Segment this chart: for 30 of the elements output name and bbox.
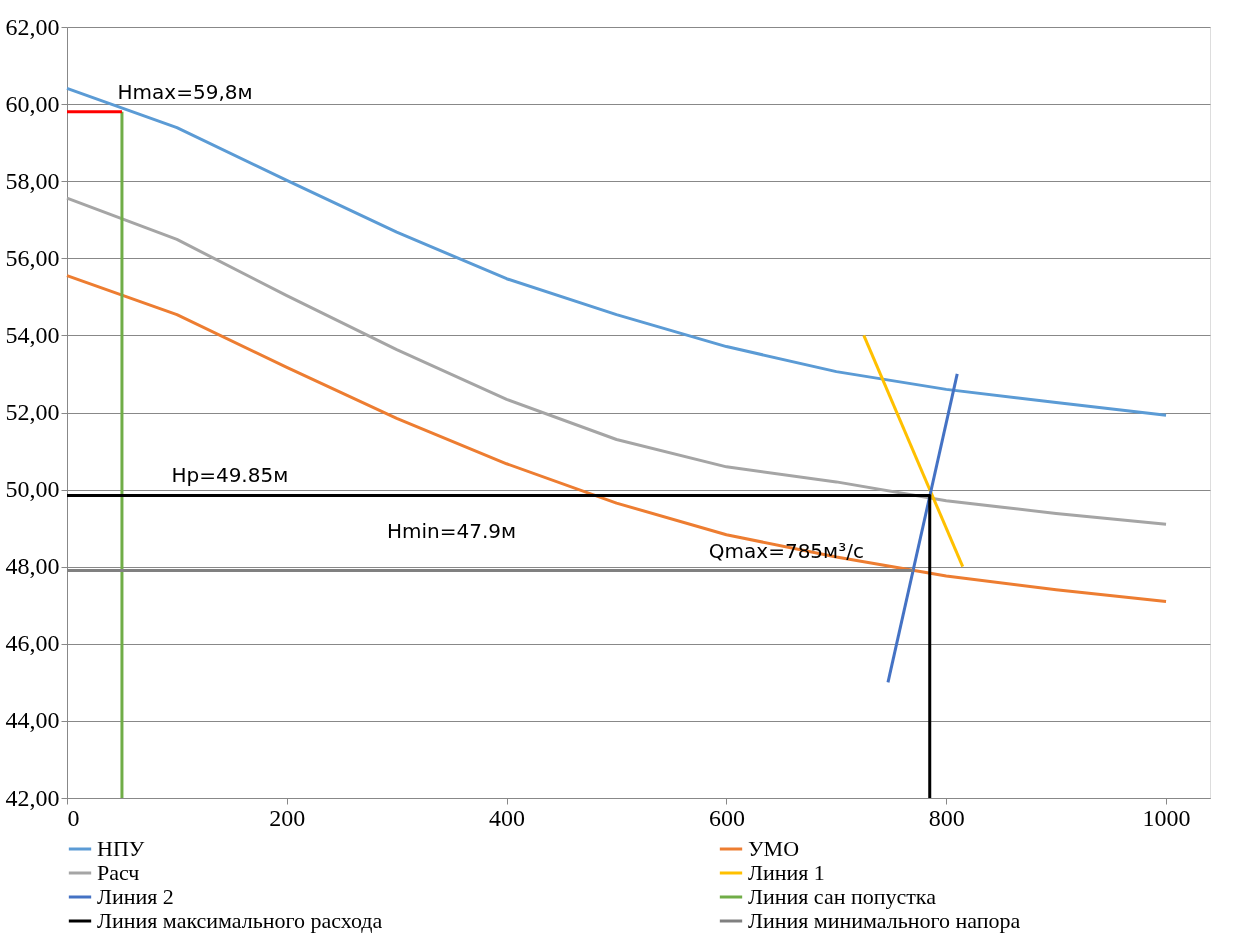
y-tick-label: 60,00: [5, 90, 60, 117]
x-tick-label: 0: [67, 804, 80, 831]
x-tick-label: 200: [269, 804, 306, 831]
legend-label: Расч: [97, 860, 140, 885]
legend-label: Линия 1: [748, 860, 825, 885]
y-tick-label: 50,00: [5, 476, 60, 503]
y-tick-label: 52,00: [5, 399, 60, 425]
legend-label: НПУ: [97, 836, 145, 861]
line-series: [65, 86, 1168, 417]
x-tick-label: 800: [928, 804, 965, 831]
legend-label: УМО: [748, 836, 800, 861]
legend-label: Линия минимального напора: [748, 908, 1021, 933]
y-tick-label: 58,00: [5, 167, 60, 194]
line-series: [65, 274, 1168, 603]
y-tick-label: 62,00: [5, 13, 60, 40]
y-tick-label: 44,00: [5, 707, 60, 734]
y-tick-label: 48,00: [5, 553, 60, 580]
legend-label: Линия максимального расхода: [97, 908, 383, 933]
y-tick-label: 54,00: [5, 321, 60, 348]
annotation: Hmin=47.9м: [387, 519, 517, 544]
annotation: Hp=49.85м: [171, 463, 289, 488]
x-tick-label: 600: [708, 804, 745, 831]
legend-label: Линия 2: [97, 884, 174, 909]
y-tick-label: 42,00: [5, 784, 60, 811]
y-tick-label: 46,00: [5, 630, 60, 657]
x-tick-label: 1000: [1142, 804, 1191, 831]
x-tick-label: 400: [489, 804, 526, 831]
y-tick-label: 56,00: [5, 244, 60, 271]
legend-label: Линия сан попустка: [748, 884, 937, 909]
annotation: Hmax=59,8м: [117, 79, 253, 104]
